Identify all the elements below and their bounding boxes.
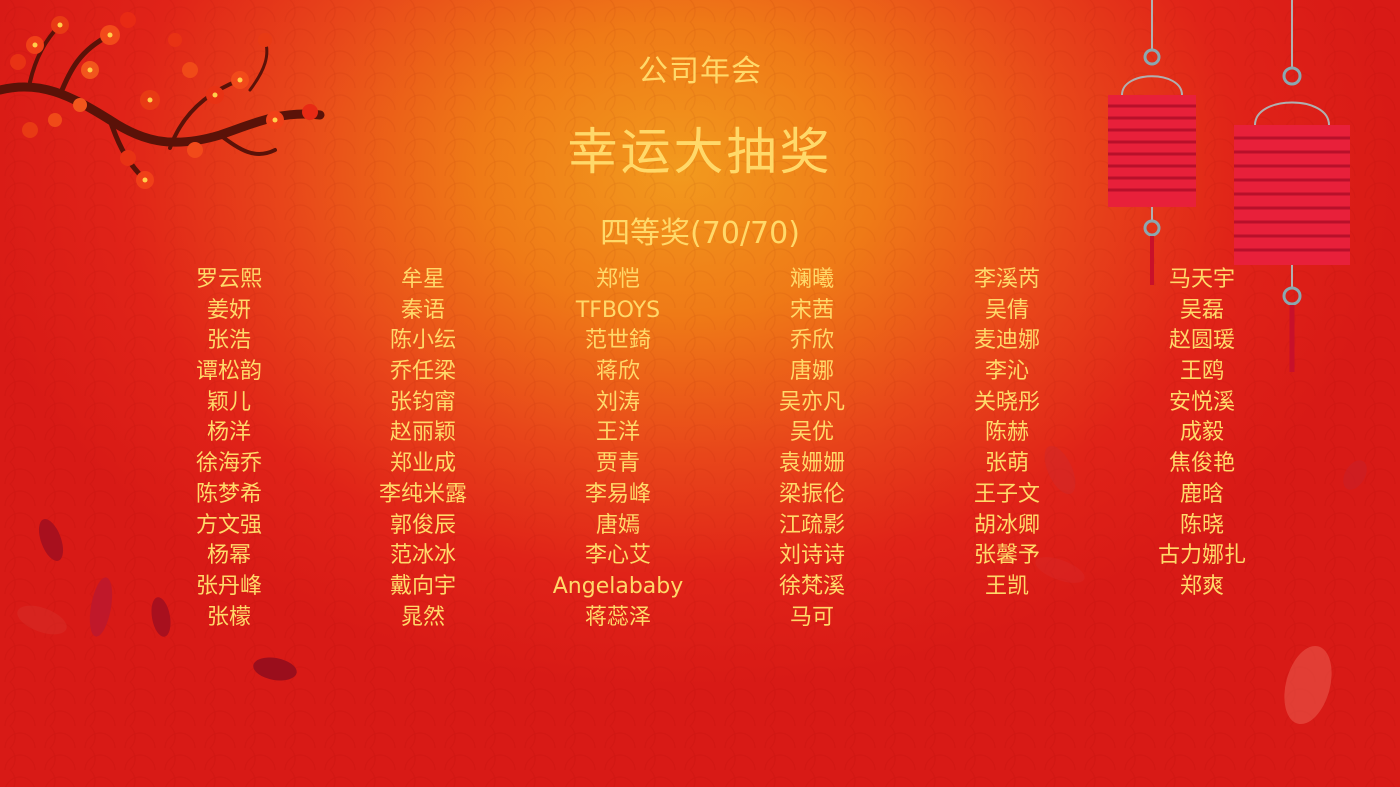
winner-name: 戴向宇 bbox=[389, 573, 456, 599]
winner-name: 关晓彤 bbox=[973, 389, 1040, 415]
falling-petal-icon bbox=[1284, 645, 1332, 725]
winner-name: 杨洋 bbox=[206, 420, 251, 446]
winner-name: 贾青 bbox=[595, 451, 640, 477]
winner-name: 胡冰卿 bbox=[973, 512, 1040, 538]
winner-name: 陈晓 bbox=[1179, 512, 1224, 538]
winner-name: 蒋欣 bbox=[595, 359, 640, 385]
winner-name: 江疏影 bbox=[778, 512, 845, 538]
page-title: 幸运大抽奖 bbox=[567, 123, 833, 181]
winner-column: 马天宇吴磊赵圆瑗王鸥安悦溪成毅焦俊艳鹿晗陈晓古力娜扎郑爽 bbox=[1112, 265, 1292, 603]
winner-name: 郭俊辰 bbox=[389, 512, 456, 538]
winner-name: 赵丽颖 bbox=[389, 420, 456, 446]
winner-name: 宋茜 bbox=[789, 297, 834, 323]
winner-name: 陈赫 bbox=[984, 420, 1029, 446]
winner-name: 李易峰 bbox=[584, 481, 651, 507]
winner-name: 颖儿 bbox=[206, 389, 251, 415]
event-subtitle: 公司年会 bbox=[638, 54, 762, 89]
winner-name: 赵圆瑗 bbox=[1168, 328, 1235, 354]
winner-name: 焦俊艳 bbox=[1168, 451, 1235, 477]
falling-petal-icon bbox=[38, 519, 64, 561]
winner-name: 姜妍 bbox=[206, 297, 251, 323]
winner-name: 张钧甯 bbox=[389, 389, 456, 415]
winner-name: 唐娜 bbox=[789, 359, 834, 385]
winner-name: 郑业成 bbox=[389, 451, 456, 477]
winner-name: 李沁 bbox=[984, 359, 1029, 385]
falling-petal-icon bbox=[1343, 460, 1367, 490]
winner-column: 斓曦宋茜乔欣唐娜吴亦凡吴优袁姗姗梁振伦江疏影刘诗诗徐梵溪马可 bbox=[722, 265, 902, 633]
winner-name: 吴亦凡 bbox=[778, 389, 845, 415]
winner-name: 唐嫣 bbox=[595, 512, 640, 538]
winner-name: 秦语 bbox=[400, 297, 445, 323]
falling-petal-icon bbox=[151, 597, 171, 637]
winner-name: 徐梵溪 bbox=[778, 573, 845, 599]
winner-name: 马可 bbox=[789, 604, 834, 630]
falling-petal-icon bbox=[17, 605, 67, 635]
winner-name: 杨幂 bbox=[206, 543, 251, 569]
winner-column: 罗云熙姜妍张浩谭松韵颖儿杨洋徐海乔陈梦希方文强杨幂张丹峰张檬 bbox=[139, 265, 319, 633]
winner-name: TFBOYS bbox=[575, 297, 661, 323]
winner-name: 张萌 bbox=[984, 451, 1029, 477]
winner-name: 王洋 bbox=[595, 420, 640, 446]
winner-name: 张丹峰 bbox=[195, 573, 262, 599]
winner-name: 刘涛 bbox=[595, 389, 640, 415]
winner-column: 郑恺 TFBOYS 范世錡蒋欣刘涛王洋贾青李易峰唐嫣李心艾 Angelababy 蒋蕊泽 bbox=[528, 265, 708, 633]
winner-name: 马天宇 bbox=[1168, 267, 1235, 292]
winner-name: 刘诗诗 bbox=[778, 543, 845, 569]
winner-name: 王子文 bbox=[973, 481, 1040, 507]
winner-name: 斓曦 bbox=[789, 267, 834, 292]
winner-name: 张浩 bbox=[206, 328, 251, 354]
winner-column: 李溪芮吴倩麦迪娜李沁关晓彤陈赫张萌王子文胡冰卿张馨予王凯 bbox=[917, 265, 1097, 603]
winner-name: 王凯 bbox=[984, 573, 1029, 599]
prize-level-label: 四等奖(70/70) bbox=[600, 216, 800, 251]
winner-column: 牟星秦语陈小纭乔任梁张钧甯赵丽颖郑业成李纯米露郭俊辰范冰冰戴向宇晁然 bbox=[333, 265, 513, 633]
falling-petal-icon bbox=[253, 657, 297, 681]
winners-grid: 罗云熙 姜妍 张浩 谭松韵 颖儿 杨洋 徐海乔 陈梦希 方文强 杨幂 张丹峰 张檬 牟星 秦语 陈小纭 乔任梁… bbox=[0, 265, 1400, 637]
falling-petal-icon bbox=[1044, 445, 1076, 495]
winner-name: 张馨予 bbox=[973, 543, 1040, 569]
winner-name: 范世錡 bbox=[584, 328, 651, 354]
winner-name: 吴优 bbox=[789, 420, 834, 446]
falling-petal-icon bbox=[89, 577, 113, 637]
winner-name: 乔任梁 bbox=[389, 359, 456, 385]
winner-name: 张檬 bbox=[206, 604, 251, 630]
winner-name: 郑恺 bbox=[595, 267, 640, 292]
winner-name: 古力娜扎 bbox=[1157, 543, 1246, 569]
winner-name: 谭松韵 bbox=[195, 359, 262, 385]
winner-name: 成毅 bbox=[1179, 420, 1224, 446]
winner-name: 范冰冰 bbox=[389, 543, 456, 569]
winner-name: 鹿晗 bbox=[1179, 481, 1224, 507]
winner-name: 牟星 bbox=[400, 267, 445, 292]
winner-name: 王鸥 bbox=[1179, 359, 1224, 385]
winner-name: 吴磊 bbox=[1179, 297, 1224, 323]
red-lantern-icon bbox=[1108, 0, 1350, 372]
winner-name: 李纯米露 bbox=[378, 481, 467, 507]
plum-blossom-branch-icon bbox=[0, 12, 325, 189]
winner-name: 罗云熙 bbox=[195, 267, 262, 292]
winner-name: 郑爽 bbox=[1179, 573, 1224, 599]
winner-name: 李心艾 bbox=[584, 543, 651, 569]
winner-name: 陈小纭 bbox=[389, 328, 456, 354]
winner-name: 晁然 bbox=[400, 604, 445, 630]
winner-name: 麦迪娜 bbox=[973, 328, 1040, 354]
winner-name: 袁姗姗 bbox=[778, 451, 845, 477]
winner-name: 乔欣 bbox=[789, 328, 834, 354]
winner-name: 李溪芮 bbox=[973, 267, 1040, 292]
falling-petal-icon bbox=[1035, 557, 1085, 583]
winner-name: 方文强 bbox=[195, 512, 262, 538]
winner-name: 安悦溪 bbox=[1168, 389, 1235, 415]
winner-name: 吴倩 bbox=[984, 297, 1029, 323]
winner-name: Angelababy bbox=[552, 573, 684, 599]
winner-name: 梁振伦 bbox=[778, 481, 845, 507]
winner-name: 陈梦希 bbox=[195, 481, 262, 507]
winner-name: 蒋蕊泽 bbox=[584, 604, 651, 630]
winner-name: 徐海乔 bbox=[195, 451, 262, 477]
